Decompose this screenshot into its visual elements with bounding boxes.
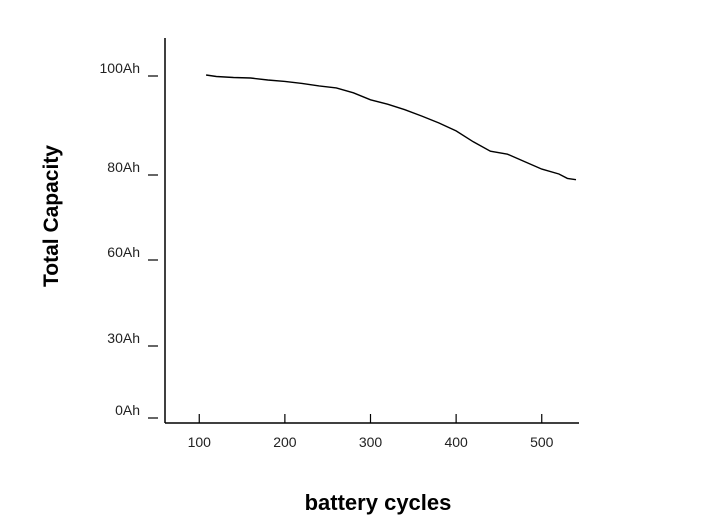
capacity-series-line — [205, 74, 577, 181]
y-tick-label: 80Ah — [107, 159, 140, 175]
x-tick-label: 200 — [273, 434, 297, 450]
x-tick-label: 400 — [444, 434, 468, 450]
x-tick-label: 100 — [188, 434, 212, 450]
y-tick-label: 60Ah — [107, 244, 140, 260]
y-tick-label: 0Ah — [115, 402, 140, 418]
y-tick-label: 100Ah — [100, 60, 140, 76]
x-axis-title: battery cycles — [305, 490, 452, 515]
x-tick-label: 500 — [530, 434, 554, 450]
x-tick-label: 300 — [359, 434, 383, 450]
y-axis-ticks: 0Ah 30Ah 60Ah 80Ah 100Ah — [100, 60, 158, 419]
y-tick-label: 30Ah — [107, 330, 140, 346]
y-axis-title: Total Capacity — [40, 145, 63, 287]
x-axis-ticks: 100 200 300 400 500 — [188, 414, 554, 450]
